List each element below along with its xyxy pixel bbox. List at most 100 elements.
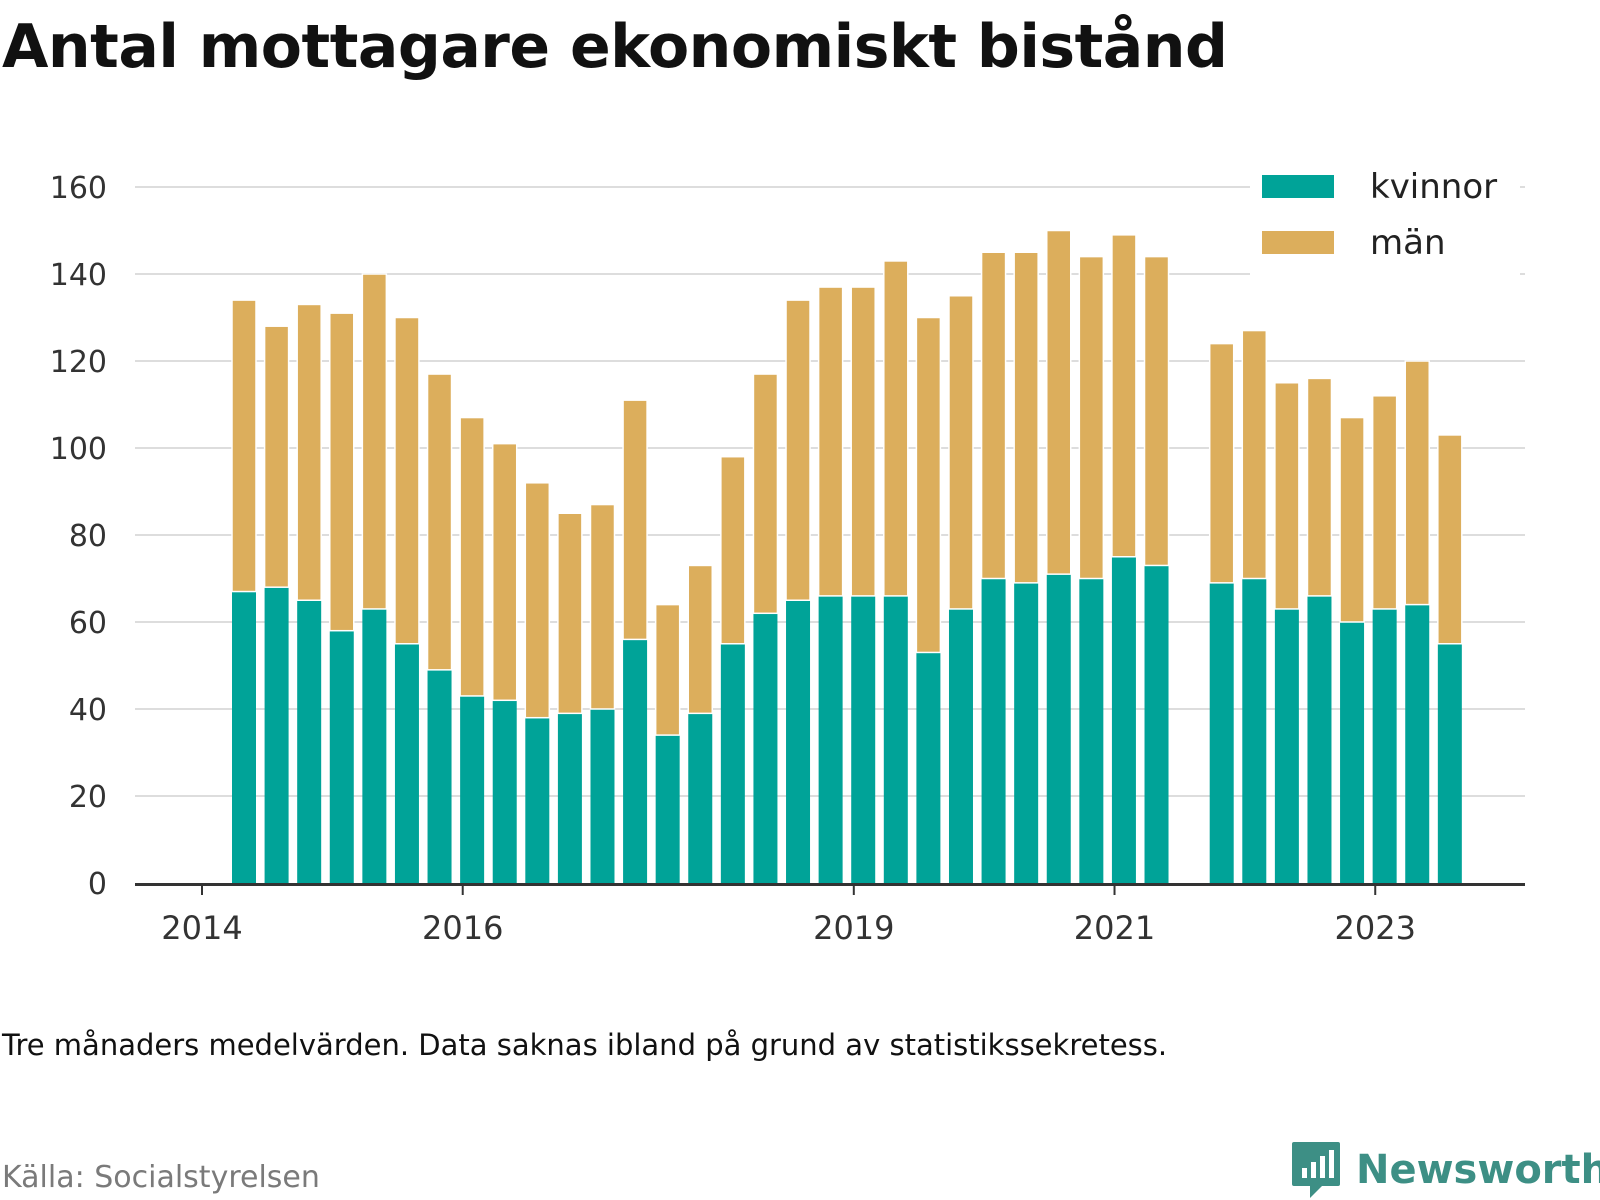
bar-kvinnor bbox=[786, 600, 811, 883]
bar-man bbox=[850, 286, 876, 597]
legend-label: män bbox=[1370, 223, 1446, 263]
bar-kvinnor bbox=[688, 713, 713, 883]
legend-swatch bbox=[1262, 175, 1334, 198]
y-tick-label: 20 bbox=[69, 780, 107, 815]
bar-kvinnor bbox=[460, 695, 485, 883]
y-tick-label: 0 bbox=[88, 867, 107, 902]
bar-man bbox=[915, 316, 942, 654]
bar-man bbox=[361, 273, 388, 610]
bar-man bbox=[557, 512, 583, 715]
bar-man bbox=[394, 316, 420, 645]
bar-man bbox=[1437, 434, 1463, 645]
legend-label: kvinnor bbox=[1370, 167, 1497, 207]
x-axis: 2014 2016 2019 2021 2023 bbox=[135, 883, 1525, 947]
bar-man bbox=[426, 373, 453, 671]
bar-kvinnor bbox=[818, 595, 843, 883]
bar-kvinnor bbox=[1014, 582, 1039, 883]
x-tick-label: 2023 bbox=[1335, 909, 1416, 947]
bar-kvinnor bbox=[492, 700, 517, 883]
x-tick-label: 2014 bbox=[161, 909, 242, 947]
bar-man bbox=[231, 299, 257, 593]
bar-man bbox=[785, 299, 811, 601]
bar-man bbox=[459, 416, 485, 697]
bar-man bbox=[883, 260, 909, 597]
bar-kvinnor bbox=[1242, 578, 1267, 883]
bar-man bbox=[491, 442, 518, 702]
bar-man bbox=[622, 399, 648, 641]
bar-kvinnor bbox=[1340, 622, 1365, 883]
bars bbox=[231, 229, 1463, 883]
brand-name: Newsworthy bbox=[1356, 1147, 1600, 1193]
bar-man bbox=[1143, 255, 1170, 567]
legend-swatch bbox=[1262, 231, 1334, 254]
bar-kvinnor bbox=[1372, 608, 1397, 883]
bar-man bbox=[1208, 342, 1235, 584]
bar-man bbox=[687, 564, 714, 715]
source-text: Källa: Socialstyrelsen bbox=[2, 1160, 320, 1195]
bar-man bbox=[1046, 229, 1072, 575]
bar-man bbox=[296, 303, 322, 601]
bar-kvinnor bbox=[1209, 582, 1234, 883]
brand-logo[interactable]: Newsworthy bbox=[1290, 1140, 1600, 1200]
y-tick-label: 120 bbox=[50, 345, 107, 380]
bar-man bbox=[1111, 234, 1137, 558]
bar-man bbox=[589, 503, 616, 710]
bar-kvinnor bbox=[525, 717, 550, 883]
bar-kvinnor bbox=[394, 643, 419, 883]
bar-man bbox=[948, 295, 974, 610]
y-tick-label: 100 bbox=[50, 432, 107, 467]
y-tick-label: 160 bbox=[50, 171, 107, 206]
bar-kvinnor bbox=[264, 587, 289, 883]
bar-kvinnor bbox=[1046, 574, 1071, 883]
bar-man bbox=[1013, 251, 1039, 584]
bar-kvinnor bbox=[883, 595, 908, 883]
bar-kvinnor bbox=[851, 595, 876, 883]
chart-note: Tre månaders medelvärden. Data saknas ib… bbox=[2, 1028, 1168, 1062]
bar-kvinnor bbox=[329, 630, 354, 883]
bar-man bbox=[1078, 255, 1105, 580]
bar-kvinnor bbox=[427, 669, 452, 883]
x-tick-label: 2021 bbox=[1074, 909, 1155, 947]
bar-man bbox=[817, 286, 844, 597]
bar-man bbox=[1274, 382, 1300, 610]
bar-kvinnor bbox=[232, 591, 256, 883]
y-tick-label: 60 bbox=[69, 606, 107, 641]
bar-kvinnor bbox=[590, 709, 615, 883]
bar-man bbox=[654, 603, 681, 736]
y-tick-label: 40 bbox=[69, 693, 107, 728]
bar-kvinnor bbox=[948, 608, 973, 883]
bar-kvinnor bbox=[1111, 556, 1136, 883]
y-tick-label: 80 bbox=[69, 519, 107, 554]
chart-title: Antal mottagare ekonomiskt bistånd bbox=[2, 12, 1228, 82]
bar-man bbox=[1241, 329, 1268, 580]
bar-man bbox=[1371, 395, 1398, 610]
bar-kvinnor bbox=[981, 578, 1006, 883]
bar-kvinnor bbox=[655, 735, 680, 883]
y-tick-label: 140 bbox=[50, 258, 107, 293]
bar-man bbox=[263, 325, 290, 588]
bar-man bbox=[1306, 377, 1333, 597]
x-tick-label: 2019 bbox=[813, 909, 894, 947]
bar-kvinnor bbox=[1079, 578, 1104, 883]
bar-kvinnor bbox=[1437, 643, 1462, 883]
bar-kvinnor bbox=[720, 643, 745, 883]
legend: kvinnor män bbox=[1250, 167, 1520, 285]
bar-man bbox=[752, 373, 779, 615]
bar-man bbox=[720, 455, 746, 645]
bar-kvinnor bbox=[753, 613, 778, 883]
bar-kvinnor bbox=[623, 639, 648, 883]
bar-kvinnor bbox=[916, 652, 941, 883]
x-tick-label: 2016 bbox=[422, 909, 503, 947]
bar-kvinnor bbox=[297, 600, 322, 883]
newsworthy-logo-icon bbox=[1292, 1142, 1340, 1198]
bar-kvinnor bbox=[1144, 565, 1169, 883]
bar-man bbox=[1339, 416, 1365, 623]
bar-kvinnor bbox=[1307, 595, 1332, 883]
bar-man bbox=[329, 312, 355, 632]
bar-man bbox=[524, 482, 551, 719]
bar-kvinnor bbox=[557, 713, 582, 883]
bar-man bbox=[1404, 360, 1430, 606]
y-axis-ticks: 0 20 40 60 80 100 120 140 160 bbox=[50, 171, 107, 902]
bar-kvinnor bbox=[1274, 608, 1299, 883]
